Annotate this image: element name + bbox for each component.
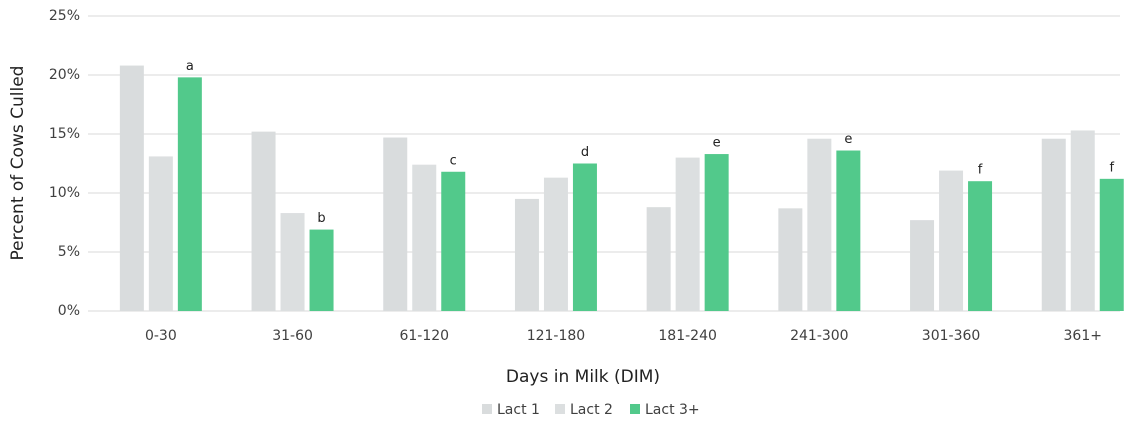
y-tick-label: 0% — [58, 303, 80, 319]
legend-label: Lact 3+ — [645, 402, 700, 418]
x-tick-label: 61-120 — [399, 328, 449, 344]
y-tick-label: 25% — [49, 8, 80, 24]
y-tick-label: 15% — [49, 126, 80, 142]
bar — [119, 65, 144, 311]
bar — [572, 163, 597, 311]
legend-label: Lact 1 — [497, 402, 540, 418]
x-tick-label: 31-60 — [272, 328, 313, 344]
bar — [807, 138, 832, 311]
bar — [412, 164, 437, 311]
bar — [675, 157, 700, 311]
bar — [514, 198, 539, 311]
bar — [646, 207, 671, 311]
x-tick-label: 361+ — [1064, 328, 1102, 344]
annotation: b — [317, 211, 325, 226]
bar — [1099, 178, 1124, 311]
x-tick-label: 241-300 — [790, 328, 849, 344]
legend-label: Lact 2 — [570, 402, 613, 418]
bar — [251, 131, 276, 311]
legend-swatch — [482, 404, 492, 414]
bar — [1070, 130, 1095, 311]
x-tick-label: 181-240 — [658, 328, 717, 344]
x-tick-label: 0-30 — [145, 328, 177, 344]
bar — [309, 229, 334, 311]
x-tick-label: 121-180 — [527, 328, 586, 344]
bar — [177, 77, 202, 311]
bar — [383, 137, 408, 311]
bar — [280, 213, 305, 311]
bar — [543, 177, 568, 311]
annotation: c — [450, 153, 457, 168]
annotation: a — [186, 59, 194, 74]
bar — [968, 181, 993, 311]
annotation: f — [1109, 160, 1114, 175]
bar — [1041, 138, 1066, 311]
bar — [778, 208, 803, 311]
y-tick-label: 10% — [49, 185, 80, 201]
bar — [704, 154, 729, 311]
bar — [441, 171, 466, 311]
y-axis-title: Percent of Cows Culled — [8, 66, 28, 261]
x-tick-label: 301-360 — [922, 328, 981, 344]
annotation: e — [713, 136, 721, 151]
y-tick-label: 20% — [49, 67, 80, 83]
y-tick-label: 5% — [58, 244, 80, 260]
bar — [910, 220, 935, 311]
annotation: e — [844, 132, 852, 147]
bar — [836, 150, 861, 311]
bar — [939, 170, 964, 311]
legend-swatch — [630, 404, 640, 414]
bar — [148, 156, 173, 311]
x-axis-title: Days in Milk (DIM) — [506, 367, 660, 387]
annotation: f — [978, 163, 983, 178]
legend-swatch — [555, 404, 565, 414]
annotation: d — [581, 145, 589, 160]
